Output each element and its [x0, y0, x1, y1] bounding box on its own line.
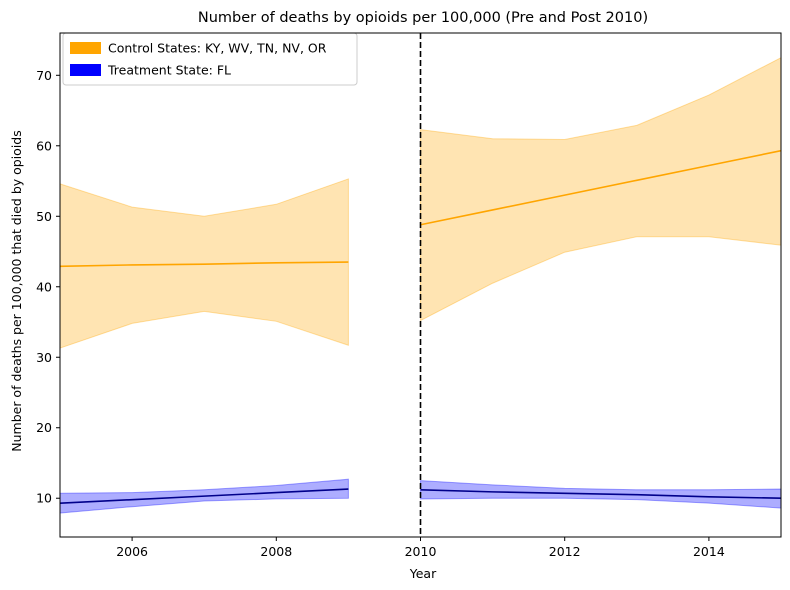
legend-label-treatment: Treatment State: FL — [107, 63, 231, 78]
plot-area — [59, 33, 782, 537]
x-tick-label: 2010 — [405, 544, 437, 559]
x-axis-label: Year — [409, 566, 437, 581]
trend-line-treatment-post — [420, 488, 782, 500]
y-axis-label: Number of deaths per 100,000 that died b… — [9, 130, 24, 452]
y-tick-label: 50 — [36, 209, 52, 224]
legend-swatch-control — [70, 42, 101, 54]
legend-label-control: Control States: KY, WV, TN, NV, OR — [108, 41, 327, 56]
chart-title: Number of deaths by opioids per 100,000 … — [198, 10, 648, 26]
y-tick-label: 10 — [36, 491, 52, 506]
legend-swatch-treatment — [70, 64, 101, 76]
x-tick-label: 2014 — [693, 544, 725, 559]
trend-line-control-pre — [59, 261, 349, 268]
x-tick-label: 2008 — [260, 544, 292, 559]
y-tick-label: 30 — [36, 350, 52, 365]
y-tick-label: 40 — [36, 279, 52, 294]
x-tick-label: 2006 — [116, 544, 148, 559]
axis-ticks: 2006 2008 2010 2012 2014 10 20 30 40 50 60 70 — [36, 68, 725, 559]
trend-line-treatment-pre — [59, 488, 349, 504]
y-tick-label: 70 — [36, 68, 52, 83]
x-tick-label: 2012 — [549, 544, 581, 559]
plot-frame — [59, 32, 782, 538]
trend-line-control-post — [420, 149, 782, 226]
y-tick-label: 20 — [36, 420, 52, 435]
y-tick-label: 60 — [36, 138, 52, 153]
legend: Control States: KY, WV, TN, NV, OR Treat… — [62, 32, 358, 86]
